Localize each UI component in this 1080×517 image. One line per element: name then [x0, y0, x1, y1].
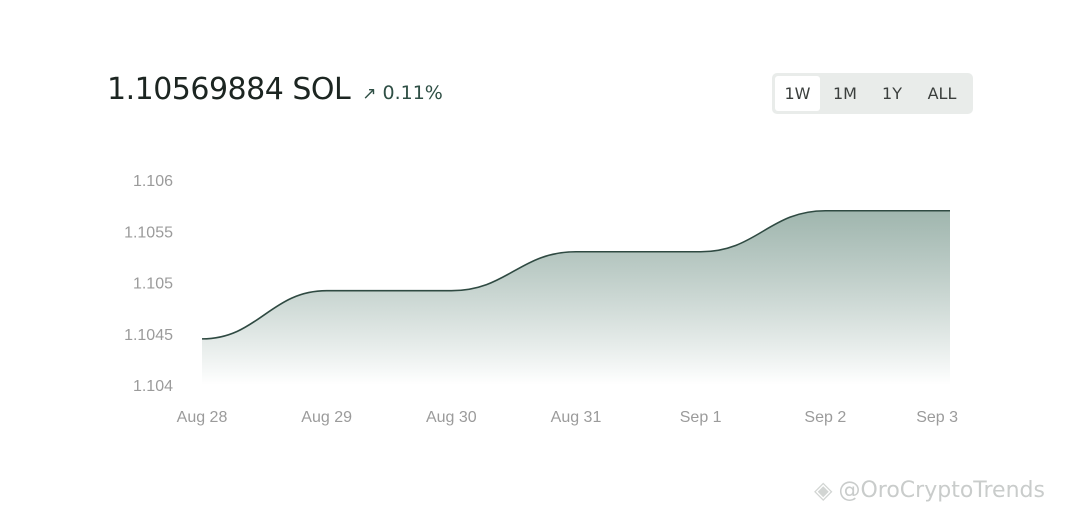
x-tick-label: Sep 3	[916, 409, 958, 426]
x-tick-label: Sep 2	[804, 409, 846, 426]
time-range-selector: 1W 1M 1Y ALL	[772, 73, 973, 114]
chart-point	[700, 251, 702, 253]
chart-point	[201, 338, 203, 340]
binance-logo-icon: ◈	[814, 476, 833, 504]
range-option-1w[interactable]: 1W	[775, 76, 820, 111]
y-tick-label: 1.106	[133, 173, 173, 190]
range-option-1y[interactable]: 1Y	[882, 84, 902, 103]
x-tick-label: Aug 28	[177, 409, 228, 426]
x-tick-label: Aug 30	[426, 409, 477, 426]
y-tick-label: 1.105	[133, 276, 173, 293]
chart-point	[949, 210, 951, 212]
balance-header: 1.10569884 SOL ↗ 0.11%	[107, 72, 443, 107]
x-tick-label: Aug 31	[551, 409, 602, 426]
chart-point	[450, 290, 452, 292]
chart-series-line	[201, 209, 950, 340]
x-tick-label: Aug 29	[301, 409, 352, 426]
balance-amount: 1.10569884 SOL	[107, 72, 351, 107]
range-option-all[interactable]: ALL	[927, 84, 957, 103]
chart-point	[575, 251, 577, 253]
y-tick-label: 1.1055	[124, 224, 173, 241]
chart-area-fill	[202, 210, 950, 385]
arrow-up-right-icon: ↗	[362, 84, 377, 104]
x-axis: Aug 28 Aug 29 Aug 30 Aug 31 Sep 1 Sep 2 Sep 3	[177, 409, 958, 426]
y-tick-label: 1.1045	[124, 327, 173, 344]
chart-point	[326, 290, 328, 292]
y-tick-label: 1.104	[133, 378, 173, 395]
watermark-text: @OroCryptoTrends	[838, 477, 1045, 503]
range-option-1m[interactable]: 1M	[833, 84, 857, 103]
watermark: ◈ @OroCryptoTrends	[814, 476, 1045, 504]
change-indicator: ↗ 0.11%	[362, 82, 443, 104]
chart-point	[824, 210, 826, 212]
x-tick-label: Sep 1	[680, 409, 722, 426]
change-percent: 0.11%	[382, 82, 443, 104]
y-axis: 1.104 1.1045 1.105 1.1055 1.106	[124, 173, 173, 395]
